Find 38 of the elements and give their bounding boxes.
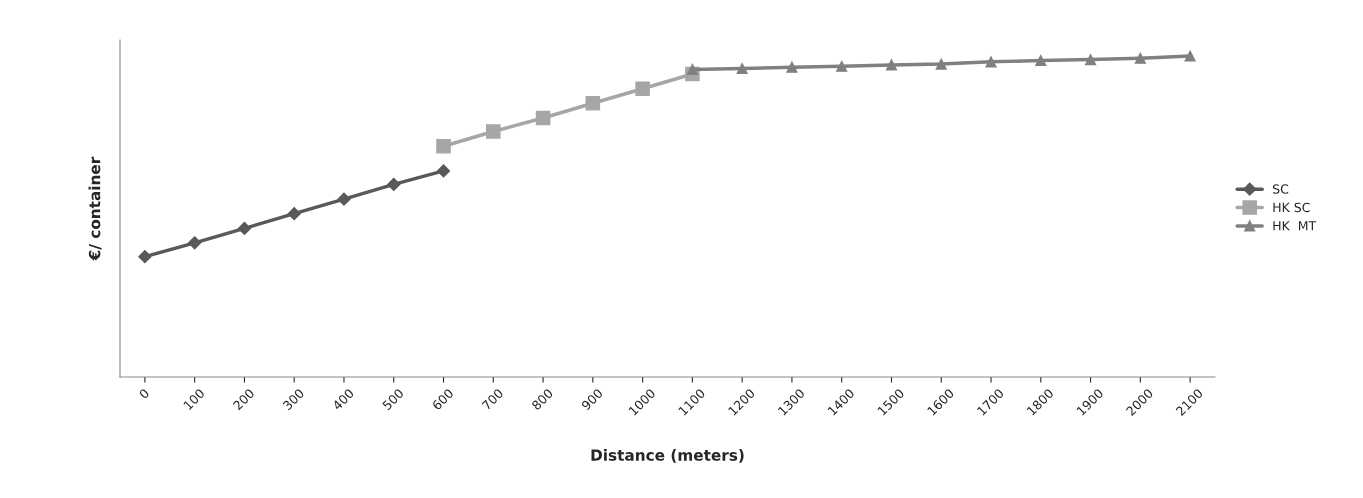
point [287, 207, 301, 221]
x-tick-label: 100 [183, 388, 206, 411]
point [635, 81, 650, 97]
point [387, 177, 401, 192]
point [337, 192, 351, 206]
point [885, 59, 898, 71]
point [686, 63, 698, 76]
legend-label: HK MT [1273, 221, 1317, 231]
x-tick-label: 700 [481, 388, 504, 411]
point [585, 95, 601, 111]
point [1035, 54, 1047, 67]
point [436, 164, 451, 178]
legend-label: HK SC [1273, 202, 1310, 213]
point [237, 221, 252, 235]
point [1085, 54, 1097, 66]
point [535, 110, 551, 126]
point [736, 63, 748, 75]
point [188, 236, 202, 250]
point [786, 61, 798, 73]
point [1134, 52, 1146, 64]
point [935, 58, 947, 70]
x-tick-label: 400 [331, 388, 355, 411]
point [436, 138, 451, 154]
point [985, 56, 997, 68]
x-tick-label: 800 [531, 388, 554, 411]
point [836, 60, 848, 72]
x-tick-label: 500 [381, 388, 405, 411]
point [1184, 50, 1196, 62]
x-tick-label: 300 [282, 388, 305, 411]
x-tick-label: 600 [431, 388, 454, 411]
x-tick-label: 0 [138, 388, 150, 400]
y-axis-title: €/ container [88, 156, 102, 261]
point [138, 250, 152, 264]
x-tick-label: 900 [580, 388, 604, 411]
x-axis-title: Distance (meters) [591, 449, 744, 463]
x-tick-label: 200 [232, 388, 255, 411]
legend-label: SC [1273, 184, 1289, 194]
point [486, 124, 501, 139]
